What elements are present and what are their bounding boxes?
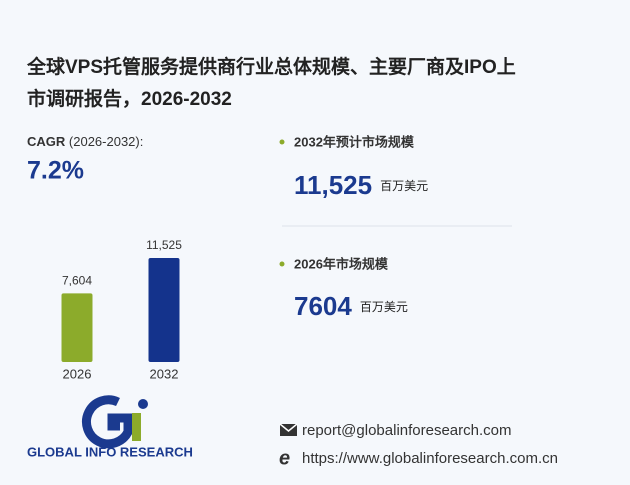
stat-unit: 百万美元 [380,179,428,193]
value-label: 7,604 [62,274,92,288]
logo-dot [138,399,148,409]
title: 市调研报告，2026-2032 [27,87,232,110]
cagr-label: CAGR (2026-2032): [27,134,143,149]
cagr-value: 7.2% [27,157,84,185]
logo-text: GLOBAL INFO RESEARCH [27,444,193,459]
title: 全球VPS托管服务提供商行业总体规模、主要厂商及IPO上 [26,55,516,78]
stat-value: 11,525 百万美元 [294,170,428,200]
stat-label: 2026年市场规模 [294,256,389,271]
logo-g [82,395,133,449]
cagr-period: (2026-2032): [69,134,143,149]
logo-mark [82,395,148,449]
bar [148,258,180,362]
value-label: 11,525 [146,238,182,252]
x-tick-label: 2032 [150,366,179,381]
logo-i [132,413,141,441]
x-tick-label: 2026 [63,366,92,381]
email-icon-flap [279,423,298,432]
bar [61,293,93,362]
stat-label: 2032年预计市场规模 [294,134,415,149]
bullet [279,139,285,145]
email: report@globalinforesearch.com [302,422,512,439]
stat-value: 7604 百万美元 [294,291,408,321]
bullet [279,261,285,267]
stat-number: 11,525 [294,170,372,200]
stat-number: 7604 [294,291,352,321]
web-icon: e [279,447,290,469]
cagr-name: CAGR [27,134,66,149]
stat-unit: 百万美元 [360,300,408,314]
website: https://www.globalinforesearch.com.cn [302,450,558,467]
